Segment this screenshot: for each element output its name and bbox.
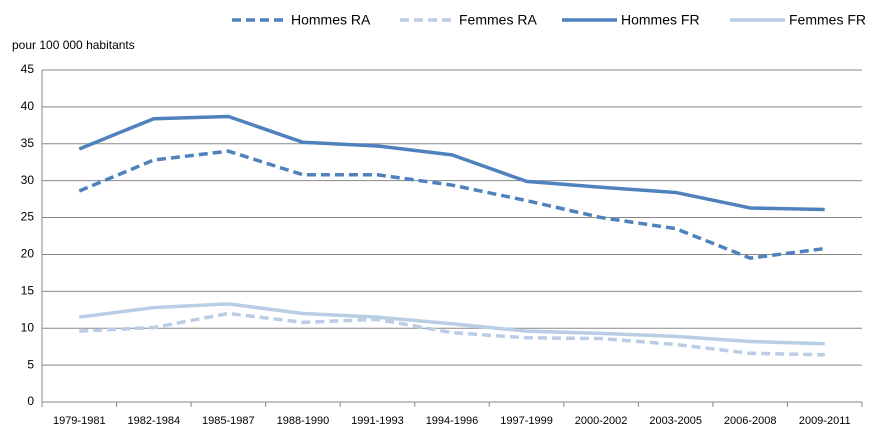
x-tick-label: 1997-1999 [500, 415, 553, 427]
x-tick-label: 2006-2008 [724, 415, 777, 427]
y-tick-label: 10 [21, 320, 35, 334]
y-tick-label: 30 [21, 173, 35, 187]
x-tick-label: 1979-1981 [53, 415, 106, 427]
y-tick-label: 35 [21, 136, 35, 150]
x-tick-label: 1982-1984 [128, 415, 181, 427]
y-tick-label: 45 [21, 62, 35, 76]
x-tick-label: 2009-2011 [799, 415, 851, 427]
series-line [78, 149, 825, 260]
x-tick-label: 1994-1996 [426, 415, 479, 427]
x-tick-label: 1991-1993 [351, 415, 404, 427]
legend-label: Femmes FR [789, 12, 866, 28]
series-line [78, 114, 825, 212]
y-axis-label: pour 100 000 habitants [12, 38, 135, 52]
x-tick-label: 1988-1990 [277, 415, 330, 427]
y-tick-label: 20 [21, 247, 35, 261]
x-tick-label: 1985-1987 [202, 415, 255, 427]
x-tick-label: 2003-2005 [649, 415, 702, 427]
series-line [79, 302, 825, 346]
y-tick-label: 25 [21, 210, 35, 224]
y-tick-label: 0 [27, 394, 34, 408]
x-tick-label: 2000-2002 [575, 415, 628, 427]
y-tick-label: 40 [21, 99, 35, 113]
y-tick-label: 5 [27, 357, 34, 371]
y-tick-label: 15 [21, 284, 35, 298]
legend-label: Femmes RA [459, 12, 537, 28]
legend-label: Hommes FR [621, 12, 700, 28]
series-line [79, 311, 825, 357]
legend-label: Hommes RA [291, 12, 371, 28]
